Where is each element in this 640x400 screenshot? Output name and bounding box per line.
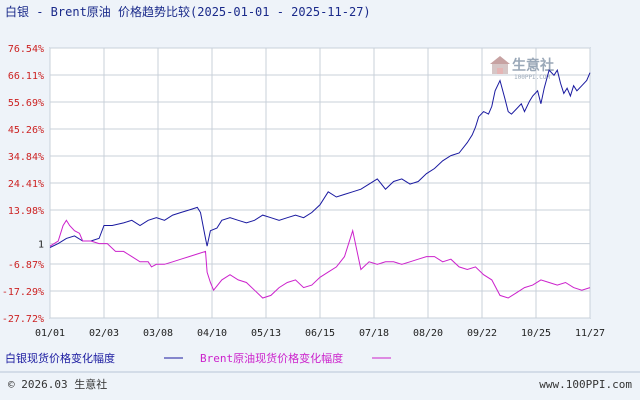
- x-tick-label: 01/01: [35, 328, 65, 339]
- y-tick-label: -27.72%: [2, 314, 44, 325]
- series-line-silver: [49, 68, 591, 248]
- y-tick-label: 24.41%: [8, 179, 44, 190]
- x-tick-label: 05/13: [251, 328, 281, 339]
- watermark-brand: 生意社: [512, 57, 554, 74]
- x-tick-label: 06/15: [305, 328, 335, 339]
- y-tick-label: 55.69%: [8, 98, 44, 109]
- house-icon: [490, 56, 510, 74]
- legend-silver-label: 白银现货价格变化幅度: [5, 351, 115, 365]
- footer-url: www.100PPI.com: [539, 378, 632, 391]
- y-tick-label: 34.84%: [8, 152, 44, 163]
- y-tick-label: 45.26%: [8, 125, 44, 136]
- x-tick-label: 04/10: [197, 328, 227, 339]
- x-tick-label: 02/03: [89, 328, 119, 339]
- x-tick-label: 11/27: [575, 328, 605, 339]
- y-tick-label: 76.54%: [8, 44, 44, 55]
- footer-copyright: © 2026.03 生意社: [8, 377, 107, 391]
- y-axis-ticks: 76.54% 66.11% 55.69% 45.26% 34.84% 24.41% 13.9…: [2, 44, 44, 325]
- series-line-brent: [49, 219, 591, 299]
- x-axis-ticks: 01/01 02/03 03/08 04/10 05/13 06/15 07/18 08/20…: [35, 328, 605, 339]
- x-tick-label: 10/25: [521, 328, 551, 339]
- legend-brent-label: Brent原油现货价格变化幅度: [200, 351, 343, 365]
- watermark-sub: 100PPI.COM: [514, 74, 551, 81]
- chart-title: 白银 - Brent原油 价格趋势比较(2025-01-01 - 2025-11…: [5, 4, 371, 19]
- y-tick-label: 1: [38, 240, 44, 251]
- x-tick-label: 08/20: [413, 328, 443, 339]
- x-tick-label: 07/18: [359, 328, 389, 339]
- x-tick-label: 09/22: [467, 328, 497, 339]
- series-lines: [49, 68, 591, 299]
- watermark-logo: 生意社 100PPI.COM: [490, 56, 554, 81]
- y-tick-label: 13.98%: [8, 206, 44, 217]
- y-tick-label: 66.11%: [8, 71, 44, 82]
- y-tick-label: -17.29%: [2, 287, 44, 298]
- legend: 白银现货价格变化幅度 Brent原油现货价格变化幅度: [5, 351, 391, 365]
- y-tick-label: -6.87%: [8, 260, 44, 271]
- x-tick-label: 03/08: [143, 328, 173, 339]
